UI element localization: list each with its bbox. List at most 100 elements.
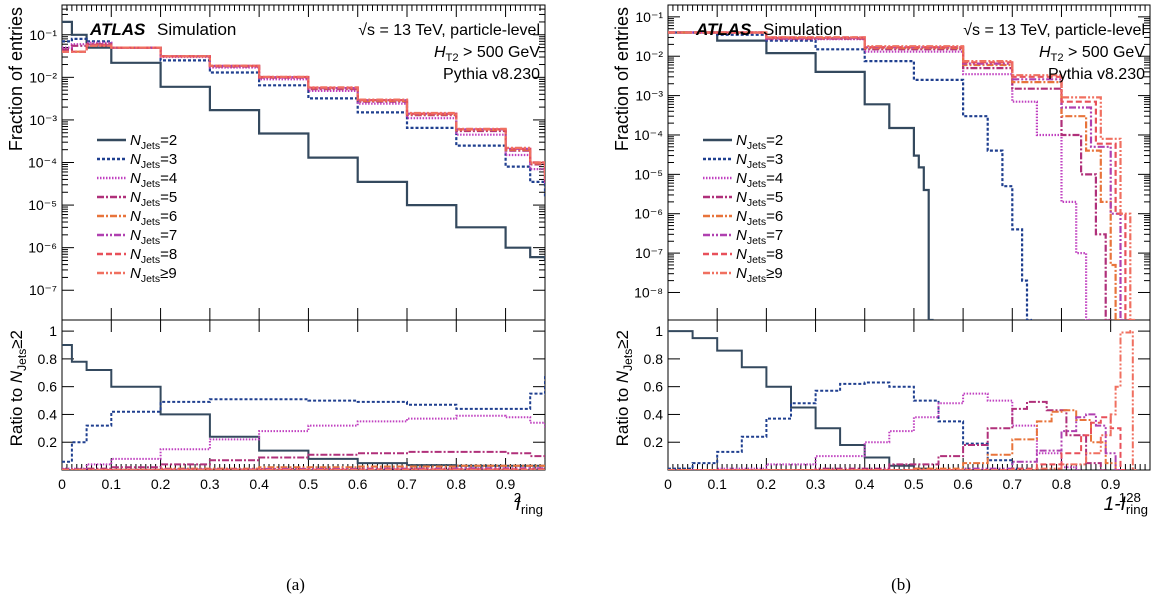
x-tick-label: 0.5 <box>299 476 319 492</box>
x-tick-label: 0.3 <box>200 476 220 492</box>
x-tick-label: 0 <box>58 476 66 492</box>
y-tick-label: 10⁻⁶ <box>634 206 663 222</box>
x-tick-label: 0.9 <box>496 476 516 492</box>
series-line <box>668 31 1126 320</box>
figure-caption-a: (a) <box>286 575 305 594</box>
series-line <box>668 31 1032 320</box>
x-tick-label: 0 <box>664 476 672 492</box>
info-line-generator: Pythia v8.230 <box>443 66 540 83</box>
series-line <box>668 31 934 320</box>
x-tick-label: 0.5 <box>904 476 924 492</box>
ratio-series-group <box>668 330 1138 470</box>
ratio-y-tick-label: 0.2 <box>644 434 664 450</box>
x-tick-label: 0.2 <box>151 476 171 492</box>
atlas-suffix: Simulation <box>157 20 236 39</box>
x-tick-label: 0.4 <box>249 476 269 492</box>
ratio-y-tick-label: 0.4 <box>644 406 664 422</box>
ratio-series-line <box>62 414 545 470</box>
ratio-y-tick-label: 0.8 <box>644 351 664 367</box>
legend-label: NJets=6 <box>736 208 783 228</box>
ratio-y-tick-label: 1 <box>655 323 663 339</box>
legend-label: NJets=3 <box>736 151 783 171</box>
ratio-plot-frame <box>667 319 1151 471</box>
y-tick-label: 10⁻⁴ <box>634 127 663 143</box>
legend-label: NJets=6 <box>130 208 177 228</box>
ratio-y-tick-label: 0.6 <box>38 379 58 395</box>
x-tick-label: 0.1 <box>102 476 122 492</box>
series-line <box>62 20 545 261</box>
y-tick-label: 10⁻⁷ <box>635 245 663 261</box>
x-tick-label: 0.1 <box>707 476 727 492</box>
ratio-y-tick-label: 0.4 <box>38 406 58 422</box>
y-tick-label: 10⁻¹ <box>635 9 663 25</box>
x-tick-label: 0.8 <box>1052 476 1072 492</box>
info-line-generator: Pythia v8.230 <box>1048 66 1145 83</box>
y-tick-label: 10⁻⁴ <box>28 155 57 171</box>
y-tick-label: 10⁻⁶ <box>28 240 57 256</box>
legend-label: NJets=4 <box>736 170 783 190</box>
y-axis-label: Fraction of entries <box>6 7 26 151</box>
top-series-group <box>668 31 1136 320</box>
x-tick-label: 0.7 <box>397 476 417 492</box>
x-tick-label: 0.6 <box>953 476 973 492</box>
info-line-ht2: HT2 > 500 GeV <box>434 44 540 64</box>
ratio-y-tick-label: 0.6 <box>644 379 664 395</box>
ratio-series-line <box>62 468 545 470</box>
legend-label: NJets≥9 <box>736 265 783 285</box>
legend-label: NJets=4 <box>130 170 177 190</box>
x-axis-label: 1-Iring128 <box>1104 490 1148 517</box>
x-tick-label: 0.9 <box>1101 476 1121 492</box>
panel-a: 10⁻⁷ 10⁻⁶ 10⁻⁵ 10⁻⁴ 10⁻³ 10⁻² 10⁻¹ 0.2 0.4 0.6 0.8… <box>6 4 546 594</box>
info-line-energy: √s = 13 TeV, particle-level <box>963 22 1145 39</box>
x-tick-label: 0.2 <box>757 476 777 492</box>
series-line <box>668 31 1131 320</box>
ratio-series-line <box>668 381 1032 470</box>
y-tick-label: 10⁻⁵ <box>28 197 57 213</box>
ratio-series-line <box>668 330 934 470</box>
ratio-y-tick-label: 0.8 <box>38 351 58 367</box>
y-tick-label: 10⁻⁵ <box>634 166 663 182</box>
x-axis-label: Iring2 <box>514 490 543 517</box>
ratio-series-line <box>668 330 1138 470</box>
atlas-label: ATLAS <box>89 20 146 39</box>
ratio-axis-label: Ratio to NJets≥2 <box>613 330 635 446</box>
info-line-ht2: HT2 > 500 GeV <box>1039 44 1145 64</box>
y-tick-label: 10⁻¹ <box>29 27 57 43</box>
top-series-group <box>62 20 545 261</box>
legend-label: NJets=7 <box>736 227 783 247</box>
atlas-suffix: Simulation <box>763 20 842 39</box>
series-line <box>668 31 1136 320</box>
atlas-label: ATLAS <box>695 20 752 39</box>
y-tick-label: 10⁻³ <box>635 88 663 104</box>
legend-label: NJets=8 <box>736 246 783 266</box>
legend-label: NJets=8 <box>130 246 177 266</box>
ratio-y-tick-label: 1 <box>49 323 57 339</box>
y-axis-label: Fraction of entries <box>612 7 632 151</box>
legend-label: NJets=5 <box>736 189 783 209</box>
y-tick-label: 10⁻⁸ <box>634 284 663 300</box>
y-tick-label: 10⁻² <box>29 69 57 85</box>
legend-label: NJets=3 <box>130 151 177 171</box>
series-line <box>668 31 1091 320</box>
legend-label: NJets≥9 <box>130 265 177 285</box>
ratio-plot-frame <box>61 319 546 471</box>
figure-caption-b: (b) <box>891 575 911 594</box>
ratio-series-line <box>62 375 545 463</box>
legend-label: NJets=2 <box>736 132 783 152</box>
y-tick-label: 10⁻⁷ <box>29 282 57 298</box>
legend-label: NJets=7 <box>130 227 177 247</box>
series-line <box>62 44 545 180</box>
info-line-energy: √s = 13 TeV, particle-level <box>358 22 540 39</box>
ratio-series-line <box>668 413 1121 470</box>
ratio-series-group <box>62 344 545 470</box>
x-tick-label: 0.4 <box>855 476 875 492</box>
ratio-axis-label: Ratio to NJets≥2 <box>7 330 29 446</box>
legend-label: NJets=5 <box>130 189 177 209</box>
x-tick-label: 0.3 <box>806 476 826 492</box>
x-tick-label: 0.6 <box>348 476 368 492</box>
ratio-series-line <box>668 392 1082 470</box>
legend-label: NJets=2 <box>130 132 177 152</box>
y-tick-label: 10⁻³ <box>29 112 57 128</box>
ratio-series-line <box>668 416 1126 470</box>
